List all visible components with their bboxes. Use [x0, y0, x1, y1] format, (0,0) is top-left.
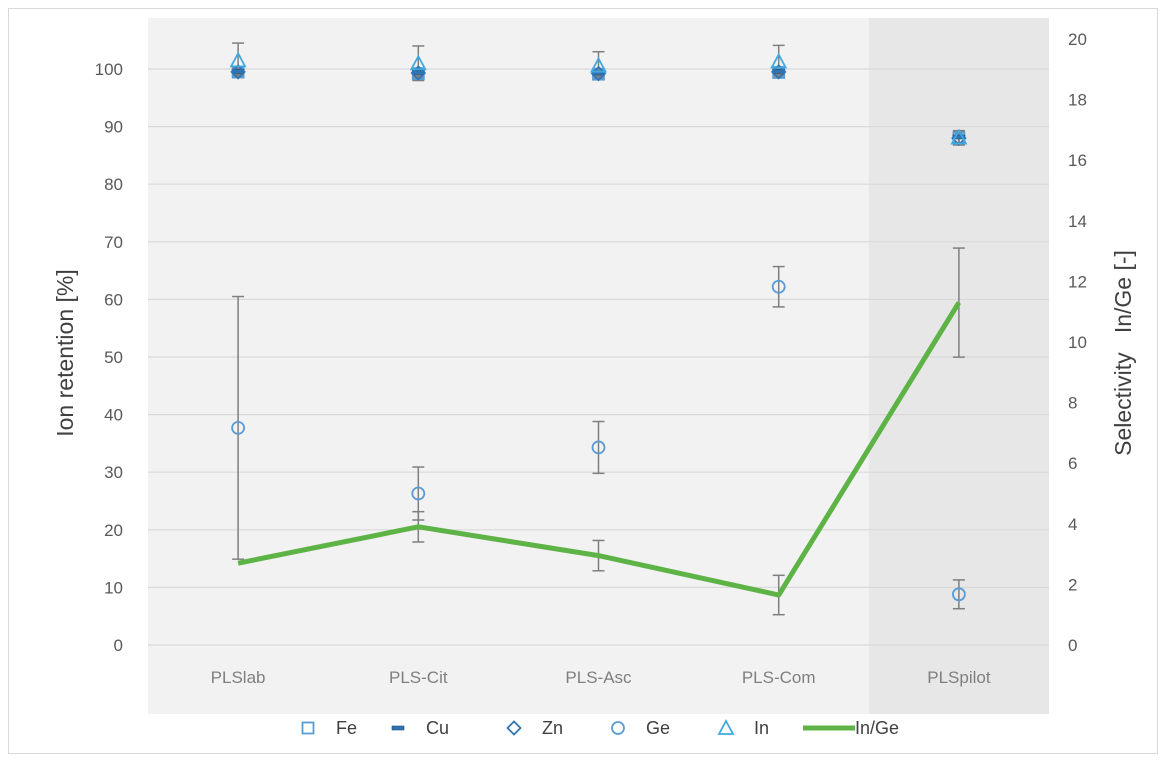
- right-tick-label: 2: [1068, 575, 1077, 594]
- y-axis-label-right: Selectivity In/Ge [-]: [1110, 250, 1136, 456]
- right-tick-label: 20: [1068, 30, 1087, 49]
- legend-label: Cu: [426, 718, 449, 738]
- category-label: PLS-Cit: [389, 668, 448, 687]
- marker-in: [229, 51, 247, 68]
- y-axis-label-left: Ion retention [%]: [52, 269, 78, 437]
- legend-label: Fe: [336, 718, 357, 738]
- right-tick-label: 14: [1068, 212, 1087, 231]
- marker-zn: [770, 64, 787, 80]
- category-label: PLSlab: [211, 668, 266, 687]
- marker-in: [950, 128, 968, 145]
- right-tick-label: 0: [1068, 636, 1077, 655]
- left-tick-label: 30: [104, 463, 123, 482]
- left-tick-label: 20: [104, 521, 123, 540]
- category-label: PLS-Asc: [565, 668, 632, 687]
- legend-swatch-fe: [301, 721, 315, 735]
- right-tick-label: 6: [1068, 454, 1077, 473]
- left-tick-label: 50: [104, 348, 123, 367]
- legend-label: In: [754, 718, 769, 738]
- selectivity-line: [237, 301, 962, 598]
- data-markers: [229, 51, 968, 602]
- category-labels: PLSlab PLS-Cit PLS-Asc PLS-Com PLSpilot: [211, 668, 991, 687]
- legend-swatch-ge: [611, 721, 625, 735]
- legend-label: In/Ge: [855, 718, 899, 738]
- category-label: PLS-Com: [742, 668, 816, 687]
- legend-label: Ge: [646, 718, 670, 738]
- right-tick-label: 8: [1068, 394, 1077, 413]
- legend-swatch-cu: [391, 725, 405, 731]
- left-tick-label: 100: [95, 60, 123, 79]
- legend-swatch-zn: [506, 720, 522, 736]
- marker-zn: [410, 65, 427, 81]
- right-tick-label: 4: [1068, 515, 1077, 534]
- marker-in: [589, 56, 608, 73]
- plot-background: [148, 18, 1049, 714]
- right-tick-label: 16: [1068, 151, 1087, 170]
- gridlines: [148, 68, 1049, 646]
- right-tick-label: 12: [1068, 272, 1087, 291]
- series-line-in-ge: [237, 301, 962, 598]
- right-tick-label: 18: [1068, 91, 1087, 110]
- left-tick-label: 70: [104, 233, 123, 252]
- category-label: PLSpilot: [927, 668, 991, 687]
- marker-zn: [230, 64, 246, 80]
- left-tick-label: 90: [104, 118, 123, 137]
- legend-label: Zn: [542, 718, 563, 738]
- legend-swatch-in: [717, 719, 735, 735]
- marker-in: [409, 54, 427, 71]
- marker-ge: [591, 440, 606, 455]
- left-tick-label: 0: [114, 636, 123, 655]
- marker-zn: [951, 130, 967, 146]
- left-tick-label: 40: [104, 406, 123, 425]
- legend: Fe Cu Zn Ge In In/Ge: [301, 718, 899, 738]
- marker-in: [770, 52, 788, 69]
- left-tick-label: 10: [104, 578, 123, 597]
- marker-ge: [231, 420, 246, 435]
- chart-frame: [8, 8, 1158, 754]
- right-axis-ticks: 0 2 4 6 8 10 12 14 16 18 20: [1068, 30, 1087, 655]
- marker-ge: [411, 486, 426, 501]
- marker-ge: [771, 279, 786, 294]
- highlight-band: [868, 18, 1049, 714]
- left-tick-label: 80: [104, 175, 123, 194]
- right-tick-label: 10: [1068, 333, 1087, 352]
- left-tick-label: 60: [104, 290, 123, 309]
- left-axis-ticks: 0 10 20 30 40 50 60 70 80 90 100: [95, 60, 123, 655]
- marker-ge: [952, 587, 966, 602]
